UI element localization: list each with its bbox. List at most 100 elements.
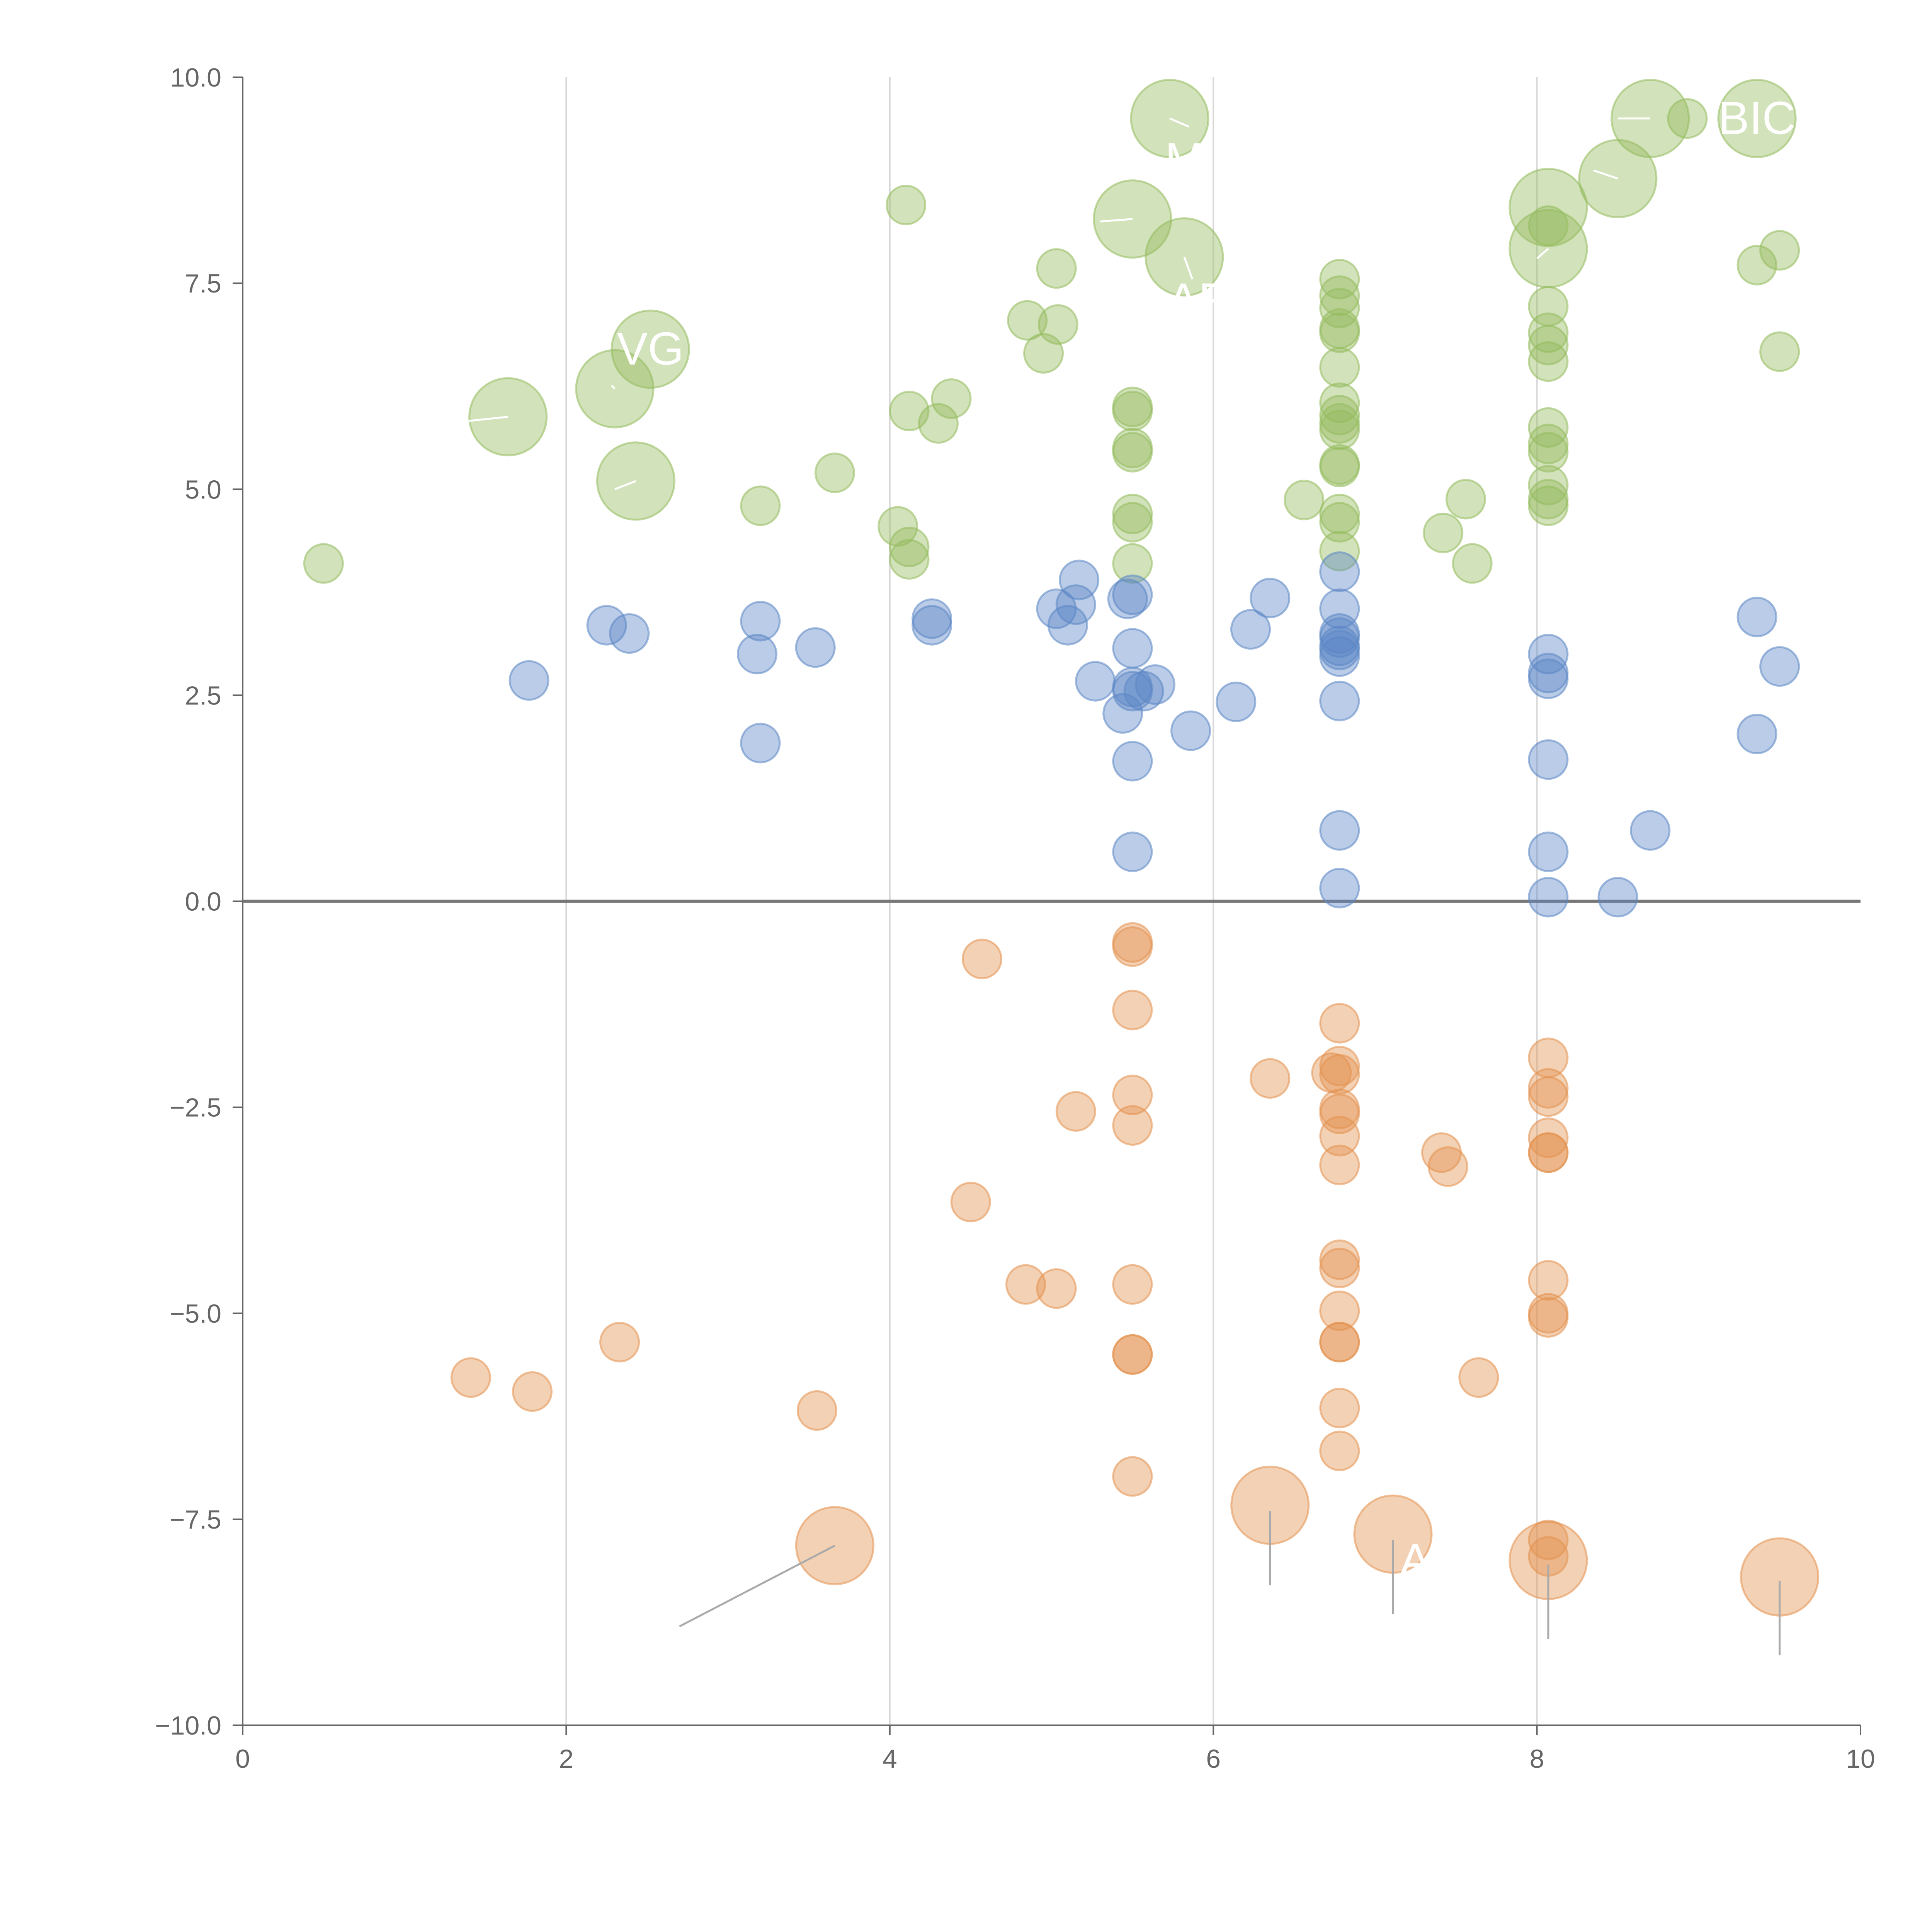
blue-point	[1319, 810, 1360, 851]
orange-point	[1528, 1068, 1569, 1109]
y-tick-label: 5.0	[185, 475, 221, 504]
orange-point	[1319, 1046, 1360, 1087]
blue-point	[1528, 739, 1569, 780]
blue-point	[1112, 832, 1153, 872]
green-point	[1112, 543, 1153, 584]
annotation-label: AF	[1168, 274, 1227, 325]
green-point	[1319, 275, 1360, 316]
orange-point	[1319, 1430, 1360, 1471]
blue-point	[795, 627, 836, 668]
green-point	[1759, 230, 1800, 271]
green-point	[1319, 502, 1360, 543]
blue-point	[1319, 636, 1360, 677]
green-point	[1319, 287, 1360, 328]
green-point	[1759, 331, 1800, 372]
blue-point	[1630, 810, 1671, 851]
green-point	[1528, 432, 1569, 473]
blue-point	[1736, 714, 1777, 755]
orange-point	[1112, 1264, 1153, 1305]
leader-lines	[469, 117, 1781, 1655]
orange-point	[599, 1321, 640, 1362]
blue-point	[1250, 578, 1291, 619]
green-bubble-large	[611, 310, 690, 389]
orange-point	[1319, 1247, 1360, 1288]
blue-point	[1319, 680, 1360, 721]
green-point	[1528, 465, 1569, 506]
y-tick-label: −10.0	[155, 1711, 221, 1740]
blue-point	[609, 613, 650, 654]
orange-point	[1319, 1321, 1360, 1362]
green-point	[814, 452, 855, 493]
green-point	[1112, 432, 1153, 473]
green-point	[1528, 485, 1569, 526]
blue-point	[740, 723, 781, 764]
blue-point	[1112, 671, 1153, 712]
green-point	[1319, 531, 1360, 571]
orange-point	[1319, 1290, 1360, 1331]
leader-line	[1536, 248, 1549, 260]
green-bubble-large	[1717, 79, 1797, 158]
x-tick-label: 0	[235, 1744, 250, 1774]
green-point	[1319, 447, 1360, 488]
blue-point	[1528, 832, 1569, 872]
blue-point	[1319, 588, 1360, 629]
blue-point	[1075, 661, 1116, 702]
leader-line	[611, 384, 616, 389]
orange-point	[1319, 1388, 1360, 1429]
orange-point	[1427, 1146, 1468, 1187]
orange-point	[1319, 1239, 1360, 1280]
green-point	[1528, 341, 1569, 382]
orange-point	[1319, 1054, 1360, 1095]
blue-point	[1059, 560, 1100, 600]
orange-point	[1528, 1132, 1569, 1173]
y-tick-label: 7.5	[185, 269, 221, 298]
blue-point	[1123, 671, 1164, 712]
orange-point	[1005, 1264, 1046, 1305]
orange-point	[1055, 1091, 1096, 1132]
leader-line	[1183, 257, 1194, 280]
annotation-label: VG	[617, 323, 684, 375]
annotations: VG BIC M AF AR	[617, 92, 1796, 1586]
green-point	[1528, 312, 1569, 353]
orange-point	[1528, 1297, 1569, 1338]
green-point	[1528, 205, 1569, 246]
orange-point	[1112, 926, 1153, 967]
x-tick-label: 4	[883, 1744, 897, 1774]
green-point	[931, 378, 972, 419]
leader-line	[679, 1544, 835, 1628]
orange-point	[1528, 1519, 1569, 1560]
y-tick-label: −5.0	[170, 1299, 221, 1328]
green-point	[303, 543, 344, 584]
green-point	[1528, 407, 1569, 448]
leader-line	[1169, 117, 1190, 128]
blue-point	[1528, 877, 1569, 918]
green-point	[1112, 493, 1153, 534]
orange-point	[450, 1357, 491, 1398]
blue-point	[1112, 628, 1153, 669]
green-point	[1319, 259, 1360, 299]
blue-point	[1170, 710, 1211, 751]
green-point	[878, 506, 918, 547]
leader-line	[614, 480, 636, 490]
orange-point	[1319, 1094, 1360, 1134]
x-tick-label: 6	[1206, 1744, 1221, 1774]
green-point	[1528, 325, 1569, 366]
green-point	[1319, 410, 1360, 451]
blue-point	[1597, 877, 1638, 918]
green-point	[740, 485, 781, 526]
blue-point	[740, 600, 781, 641]
blue-point	[1759, 646, 1800, 687]
y-tick-label: 0.0	[185, 887, 221, 917]
orange-point	[1528, 1117, 1569, 1158]
green-point	[886, 185, 927, 226]
orange-point	[1319, 1003, 1360, 1044]
annotation-label: BIC	[1718, 92, 1796, 144]
green-point	[1319, 493, 1360, 534]
blue-point	[1216, 681, 1257, 722]
orange-point	[512, 1371, 553, 1412]
green-point	[889, 527, 930, 568]
leader-line	[469, 416, 508, 422]
orange-point	[1319, 1116, 1360, 1156]
y-tick-label: 10.0	[170, 63, 221, 92]
